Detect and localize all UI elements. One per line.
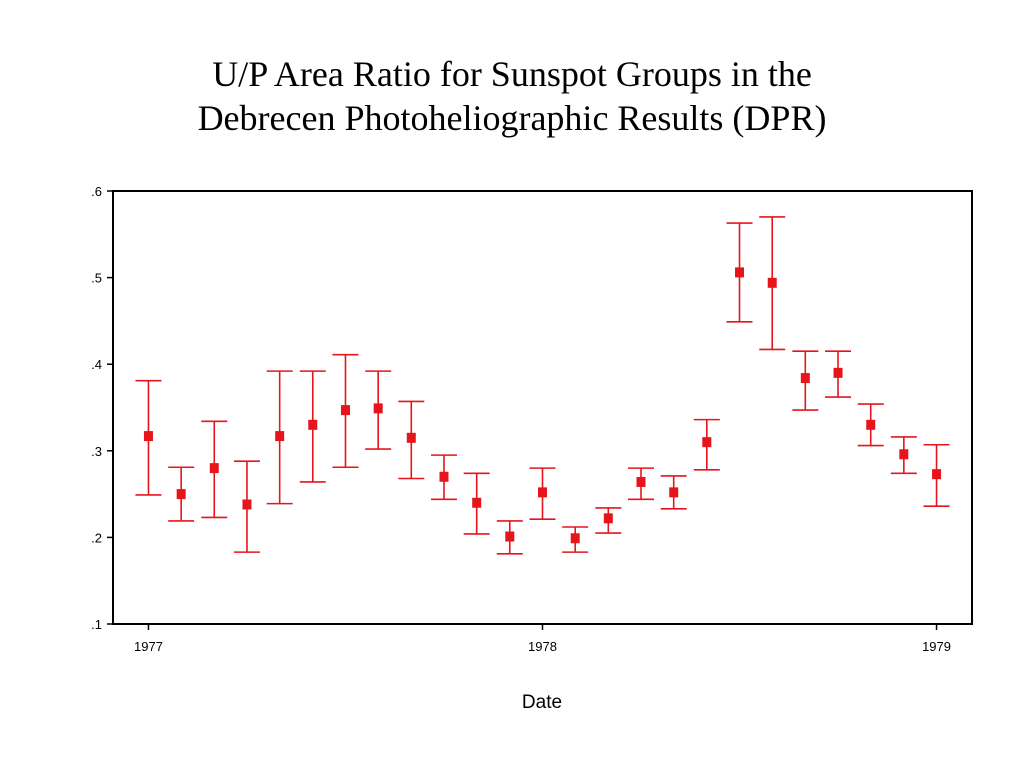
data-point [702,437,712,448]
x-tick-label: 1978 [528,639,557,654]
data-point [669,487,679,498]
data-point [143,431,153,442]
plot-frame [112,190,973,625]
data-point [176,489,186,500]
y-tick-label: .6 [91,184,102,199]
data-point [603,513,613,524]
data-marks [135,216,950,555]
data-point [308,419,318,430]
chart-title: U/P Area Ratio for Sunspot Groups in the… [0,52,1024,140]
data-point [636,476,646,487]
y-tick-label: .1 [91,617,102,632]
data-point [735,267,745,278]
y-tick-label: .2 [91,530,102,545]
data-point [505,531,515,542]
data-point [439,471,449,482]
data-point [833,367,843,378]
data-point [899,449,909,460]
x-tick-label: 1979 [922,639,951,654]
y-tick-label: .4 [91,357,102,372]
data-point [570,533,580,544]
chart-title-line-1: U/P Area Ratio for Sunspot Groups in the [212,54,812,94]
data-point [932,469,942,480]
data-point [472,497,482,508]
data-point [866,419,876,430]
data-point [538,487,547,498]
data-point [373,403,383,414]
data-point [800,373,810,384]
y-tick-label: .3 [91,444,102,459]
data-point [209,463,219,474]
y-axis: .1 .2 .3 .4 .5 .6 [91,184,113,632]
chart-title-line-2: Debrecen Photoheliographic Results (DPR) [197,98,827,138]
data-point [406,432,416,443]
data-point [242,499,252,510]
x-axis: 1977 1978 1979 [134,624,951,654]
data-point [767,277,777,288]
x-tick-label: 1977 [134,639,163,654]
y-tick-label: .5 [91,271,102,286]
x-axis-label: Date [522,692,562,713]
data-point [340,405,350,416]
data-point [275,431,285,442]
